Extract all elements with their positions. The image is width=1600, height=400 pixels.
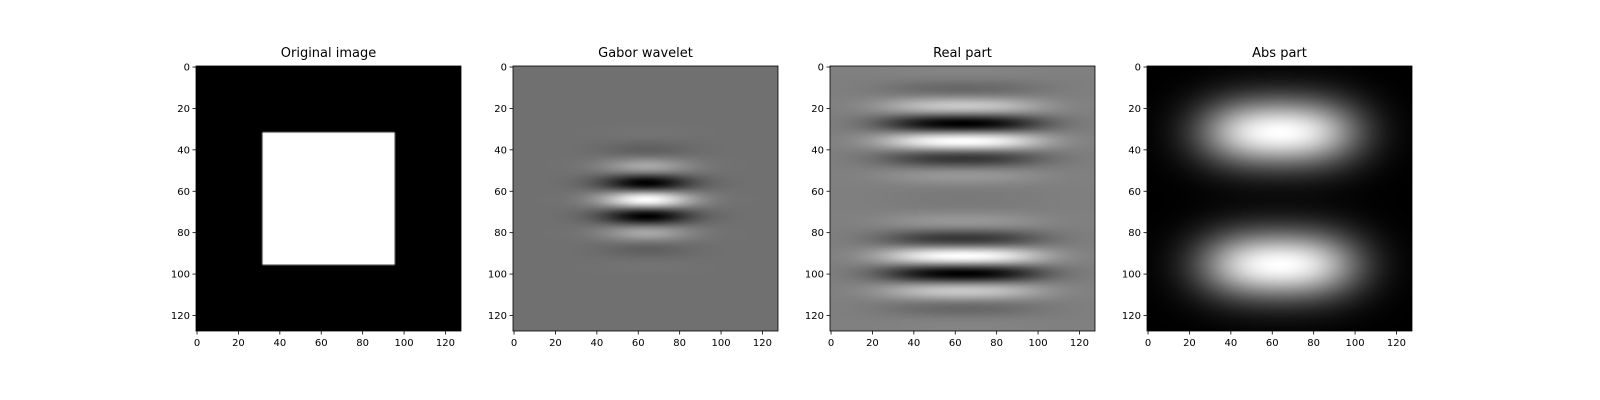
y-tick-label: 40 xyxy=(1128,145,1141,156)
x-tick-label: 60 xyxy=(1266,338,1279,349)
x-tick-label: 100 xyxy=(1029,338,1048,349)
y-tick-label: 120 xyxy=(488,311,507,322)
y-tick-label: 80 xyxy=(811,228,824,239)
heatmap-image xyxy=(196,66,461,331)
y-tick-label: 100 xyxy=(171,270,190,281)
x-tick-label: 0 xyxy=(828,338,834,349)
chart-title: Gabor wavelet xyxy=(598,46,693,61)
y-tick-label: 20 xyxy=(494,104,507,115)
heatmap-image xyxy=(513,66,778,331)
x-tick-label: 20 xyxy=(549,338,562,349)
axes: 0 20 40 60 80 100 120 0 20 40 60 80 100 120 xyxy=(171,63,462,349)
panel-abs: Abs part 0 20 40 60 80 100 120 0 20 40 60 80 100 120 xyxy=(1101,0,1431,400)
y-tick-label: 120 xyxy=(171,311,190,322)
x-tick-label: 20 xyxy=(1183,338,1196,349)
axes: 0 20 40 60 80 100 120 0 20 40 60 80 100 120 xyxy=(805,63,1096,349)
y-tick-label: 100 xyxy=(488,270,507,281)
y-tick-label: 80 xyxy=(494,228,507,239)
heatmap-image xyxy=(830,66,1095,331)
y-tick-label: 40 xyxy=(177,145,190,156)
axes-frame xyxy=(1146,65,1413,332)
y-tick-label: 0 xyxy=(818,63,824,74)
axes-frame xyxy=(512,65,779,332)
x-tick-label: 0 xyxy=(1145,338,1151,349)
y-tick-label: 80 xyxy=(177,228,190,239)
y-tick-label: 0 xyxy=(184,63,190,74)
heatmap-image xyxy=(1147,66,1412,331)
y-tick-label: 60 xyxy=(1128,187,1141,198)
y-tick-label: 20 xyxy=(1128,104,1141,115)
y-tick-label: 120 xyxy=(1122,311,1141,322)
x-tick-label: 120 xyxy=(1070,338,1089,349)
chart-title: Original image xyxy=(280,46,377,61)
y-tick-label: 100 xyxy=(1122,270,1141,281)
axes: 0 20 40 60 80 100 120 0 20 40 60 80 100 120 xyxy=(488,63,779,349)
x-tick-label: 60 xyxy=(949,338,962,349)
x-tick-label: 40 xyxy=(907,338,920,349)
y-tick-label: 20 xyxy=(177,104,190,115)
axes-frame xyxy=(195,65,462,332)
x-tick-label: 80 xyxy=(1307,338,1320,349)
x-tick-label: 100 xyxy=(1346,338,1365,349)
x-tick-label: 120 xyxy=(436,338,455,349)
y-tick-label: 60 xyxy=(494,187,507,198)
y-tick-label: 40 xyxy=(811,145,824,156)
panel-real: Real part 0 20 40 60 80 100 120 0 20 40 60 80 100 120 xyxy=(784,0,1114,400)
x-tick-label: 20 xyxy=(232,338,245,349)
y-tick-label: 80 xyxy=(1128,228,1141,239)
x-tick-label: 80 xyxy=(673,338,686,349)
y-tick-label: 0 xyxy=(501,63,507,74)
x-tick-label: 40 xyxy=(273,338,286,349)
panel-original: Original image 0 20 40 60 80 100 120 0 20 40 60 80 1… xyxy=(150,0,480,400)
y-tick-label: 100 xyxy=(805,270,824,281)
axes: 0 20 40 60 80 100 120 0 20 40 60 80 100 120 xyxy=(1122,63,1413,349)
x-tick-label: 120 xyxy=(1387,338,1406,349)
x-tick-label: 100 xyxy=(395,338,414,349)
x-tick-label: 60 xyxy=(315,338,328,349)
x-tick-label: 40 xyxy=(590,338,603,349)
chart-title: Abs part xyxy=(1252,46,1307,61)
y-tick-label: 120 xyxy=(805,311,824,322)
x-tick-label: 60 xyxy=(632,338,645,349)
y-tick-label: 60 xyxy=(177,187,190,198)
y-tick-label: 40 xyxy=(494,145,507,156)
y-tick-label: 60 xyxy=(811,187,824,198)
x-tick-label: 80 xyxy=(356,338,369,349)
panel-gabor: Gabor wavelet 0 20 40 60 80 100 120 0 20 40 60 80 10… xyxy=(467,0,797,400)
x-tick-label: 40 xyxy=(1224,338,1237,349)
y-tick-label: 0 xyxy=(1135,63,1141,74)
x-tick-label: 20 xyxy=(866,338,879,349)
axes-frame xyxy=(829,65,1096,332)
y-tick-label: 20 xyxy=(811,104,824,115)
chart-title: Real part xyxy=(933,46,992,61)
x-tick-label: 80 xyxy=(990,338,1003,349)
x-tick-label: 0 xyxy=(194,338,200,349)
x-tick-label: 100 xyxy=(712,338,731,349)
x-tick-label: 120 xyxy=(753,338,772,349)
x-tick-label: 0 xyxy=(511,338,517,349)
